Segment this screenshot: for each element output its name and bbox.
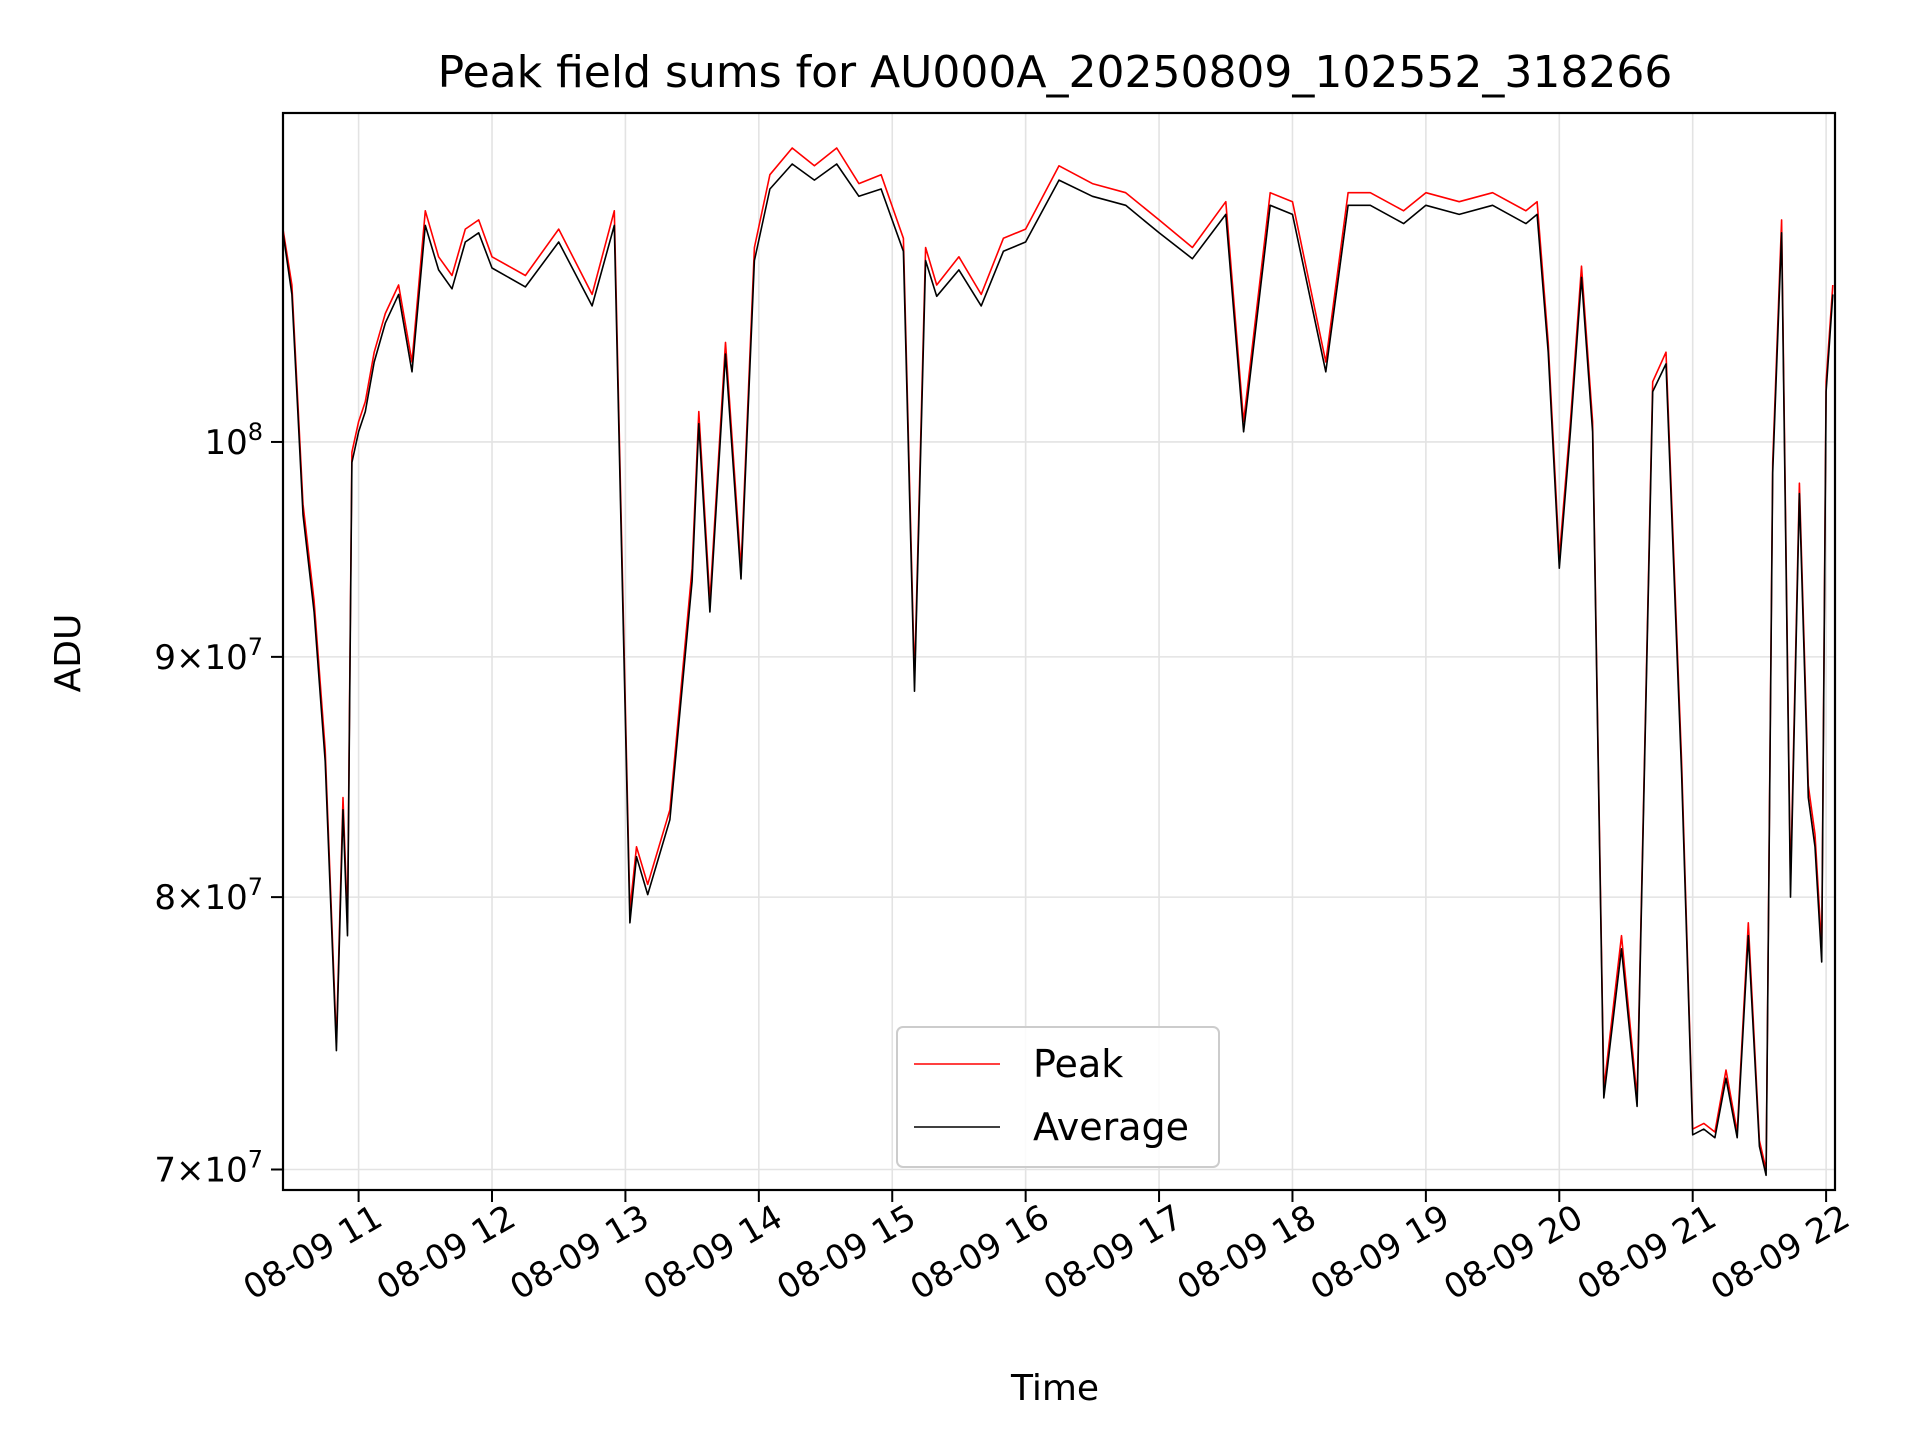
- y-tick-label: 9×107: [154, 633, 263, 678]
- series-lines: [282, 147, 1834, 1177]
- series-line-average: [282, 163, 1834, 1177]
- y-tick-label: 8×107: [154, 873, 263, 918]
- plot-frame: [281, 111, 1837, 1192]
- legend-peak-label: Peak: [1033, 1042, 1123, 1086]
- grid-lines: [283, 113, 1835, 1190]
- x-axis-label: Time: [1010, 1368, 1099, 1409]
- series-line-peak: [282, 147, 1834, 1171]
- y-axis-label: ADU: [48, 614, 89, 693]
- y-axis-ticks: 7×107 8×107 9×107 108: [154, 418, 283, 1190]
- y-tick-label: 7×107: [154, 1145, 263, 1190]
- y-tick-label: 108: [204, 418, 263, 463]
- legend-box: [896, 1026, 1220, 1168]
- legend-average-label: Average: [1033, 1105, 1189, 1149]
- legend: Peak Average: [896, 1026, 1220, 1168]
- chart-title: Peak field sums for AU000A_20250809_1025…: [438, 47, 1673, 98]
